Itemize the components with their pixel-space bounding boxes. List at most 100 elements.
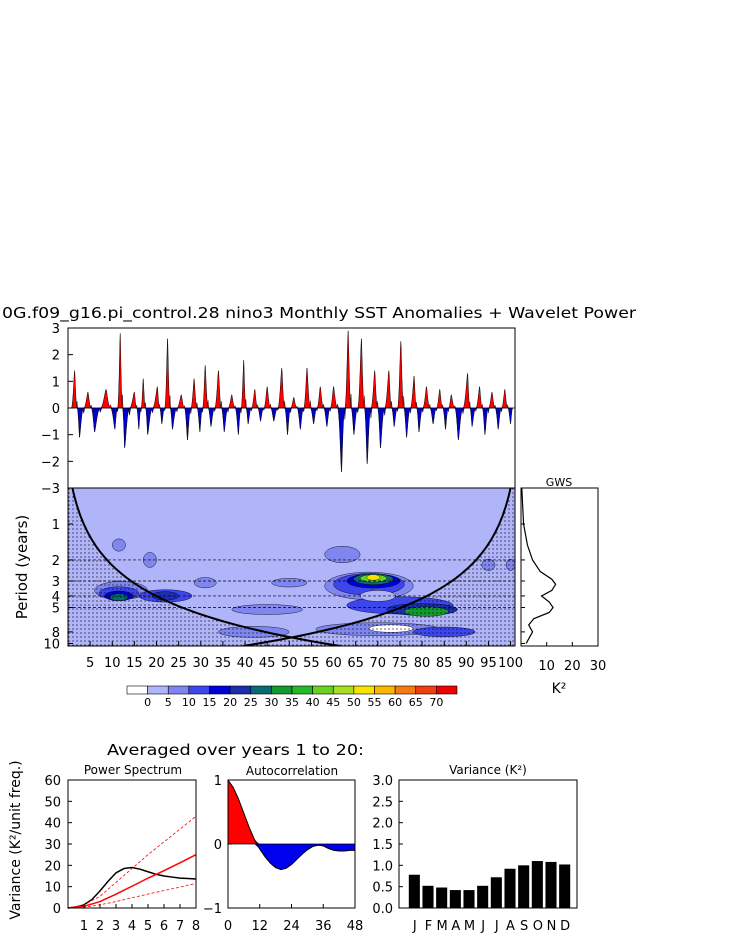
x-tick-label: 7 <box>176 919 184 934</box>
month-label: N <box>547 919 557 934</box>
wavelet-power-contour <box>366 574 381 581</box>
warm-anomaly-event <box>240 359 247 409</box>
minor-anomaly-wiggle <box>461 407 465 414</box>
minor-anomaly-wiggle <box>363 395 366 409</box>
warm-anomaly-event <box>83 391 92 409</box>
x-tick-label: 80 <box>414 656 431 671</box>
y-tick-label: 10 <box>44 881 61 896</box>
variance-bar <box>518 865 530 908</box>
color-scale-label: 70 <box>429 696 443 709</box>
sst-anomaly-series <box>71 330 514 473</box>
wavelet-power-contour <box>112 538 126 552</box>
color-scale-box <box>209 685 231 695</box>
x-tick-label: 1 <box>80 919 88 934</box>
color-scale-box <box>394 685 417 695</box>
x-tick-label: 6 <box>160 919 168 934</box>
positive-correlation-area <box>228 780 355 844</box>
y-tick-label: 0 <box>53 902 61 917</box>
y-tick-label: 4 <box>52 590 60 605</box>
power-spectrum-title: Power Spectrum <box>84 763 182 777</box>
color-scale-label: 20 <box>223 696 237 709</box>
variance-bar <box>477 885 489 908</box>
minor-anomaly-wiggle <box>343 407 347 420</box>
x-tick-label: 10 <box>104 656 121 671</box>
x-tick-label: 30 <box>590 659 607 674</box>
autocorrelation-title: Autocorrelation <box>246 764 338 778</box>
cold-anomaly-event <box>337 407 346 473</box>
y-tick-label: 1 <box>214 774 222 789</box>
minor-anomaly-wiggle <box>415 402 418 409</box>
y-tick-label: 2.5 <box>372 795 393 810</box>
warm-anomaly-event <box>488 391 496 409</box>
color-scale-box <box>167 685 190 695</box>
minor-anomaly-wiggle <box>283 400 286 409</box>
color-scale-bar: 0 5 10 15 20 25 30 35 40 45 50 55 60 65 70 <box>126 685 458 709</box>
warm-anomaly-event <box>384 370 392 409</box>
cold-anomaly-event <box>284 407 291 435</box>
sst-anomaly-panel: 3 2 1 0 −1 −2 −3 <box>41 322 516 497</box>
variance-bar <box>531 861 543 908</box>
month-label: M <box>437 919 448 934</box>
y-tick-label: −2 <box>41 455 60 470</box>
y-tick-label: −1 <box>41 429 60 444</box>
x-tick-label: 45 <box>259 656 276 671</box>
x-tick-label: 85 <box>436 656 453 671</box>
color-scale-label: 10 <box>182 696 196 709</box>
y-tick-label: 40 <box>44 817 61 832</box>
x-tick-label: 100 <box>498 656 523 671</box>
minor-anomaly-wiggle <box>239 407 243 414</box>
minor-anomaly-wiggle <box>76 401 79 409</box>
color-scale-label: 15 <box>203 696 217 709</box>
warm-anomaly-event <box>344 330 352 409</box>
minor-anomaly-wiggle <box>390 401 393 409</box>
x-tick-label: 3 <box>112 919 120 934</box>
negative-correlation-area <box>228 844 355 870</box>
cold-anomaly-event <box>234 407 242 435</box>
minor-anomaly-wiggle <box>376 401 379 409</box>
color-scale-box <box>250 685 272 695</box>
x-tick-label: 48 <box>347 919 364 934</box>
x-tick-label: 10 <box>538 659 555 674</box>
minor-anomaly-wiggle <box>244 399 247 409</box>
month-label: S <box>520 919 528 934</box>
y-tick-label: 50 <box>44 795 61 810</box>
cold-anomaly-event <box>454 407 464 441</box>
variance-bar <box>559 864 571 908</box>
x-tick-label: 8 <box>192 919 200 934</box>
cold-anomaly-event <box>310 407 318 425</box>
x-tick-label: 30 <box>192 656 209 671</box>
color-scale-label: 60 <box>388 696 402 709</box>
variance-bar <box>422 885 434 908</box>
y-tick-label: 2 <box>52 554 60 569</box>
y-tick-label: 0.0 <box>372 902 393 917</box>
warm-anomaly-event <box>71 370 78 409</box>
warm-anomaly-event <box>397 341 404 409</box>
minor-anomaly-wiggle <box>98 407 103 413</box>
x-tick-label: 0 <box>224 919 232 934</box>
x-tick-label: 35 <box>215 656 232 671</box>
y-tick-label: 2.0 <box>372 817 393 832</box>
minor-anomaly-wiggle <box>408 407 412 414</box>
month-label: D <box>560 919 570 934</box>
month-label: M <box>464 919 475 934</box>
x-tick-label: 55 <box>303 656 320 671</box>
warm-anomaly-event <box>202 365 209 409</box>
x-tick-label: 12 <box>251 919 268 934</box>
wavelet-field <box>68 488 515 646</box>
month-label: J <box>494 919 499 934</box>
color-scale-box <box>229 685 252 695</box>
cold-anomaly-event <box>196 407 203 433</box>
cold-anomaly-event <box>469 407 477 427</box>
y-tick-label: 10 <box>43 637 60 652</box>
cone-of-influence-right <box>242 488 515 646</box>
wavelet-power-contour <box>324 546 361 563</box>
plot-frame <box>67 779 197 909</box>
minor-anomaly-wiggle <box>82 407 86 414</box>
power-spectrum-line <box>67 866 197 909</box>
variance-bar <box>436 887 448 908</box>
cold-anomaly-event <box>110 407 118 430</box>
x-tick-label: 65 <box>347 656 364 671</box>
y-axis-label: Period (years) <box>13 515 31 620</box>
